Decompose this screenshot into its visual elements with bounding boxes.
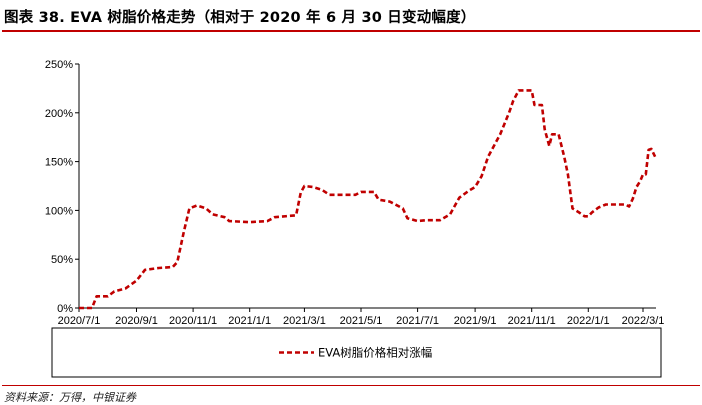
legend-label: EVA树脂价格相对涨幅 (318, 346, 432, 360)
legend-box (51, 327, 662, 378)
series-line (79, 89, 657, 310)
y-tick-label: 150% (45, 157, 73, 169)
y-tick-label: 100% (45, 205, 73, 217)
x-tick-label: 2021/5/1 (340, 315, 383, 327)
y-axis: 0% 50% 100% 150% 200% 250% (45, 59, 80, 315)
y-tick-label: 0% (57, 303, 73, 315)
series-layer (79, 89, 657, 310)
x-tick-label: 2021/1/1 (228, 315, 271, 327)
x-tick-label: 2022/3/1 (622, 315, 665, 327)
x-axis: 2020/7/1 2020/9/1 2020/11/1 2021/1/1 2021/3/… (58, 307, 665, 327)
footer-rule (2, 385, 700, 386)
x-tick-label: 2021/7/1 (396, 315, 439, 327)
x-tick-label: 2021/9/1 (454, 315, 497, 327)
x-tick-label: 2020/9/1 (115, 315, 158, 327)
source-note: 资料来源：万得，中银证券 (4, 391, 136, 404)
x-tick-label: 2021/3/1 (283, 315, 326, 327)
x-tick-label: 2020/7/1 (58, 315, 101, 327)
line-chart: 0%50%100%150%200%250% 2020/7/1 2020/9/1 20… (45, 59, 665, 378)
x-tick-label: 2022/1/1 (567, 315, 610, 327)
y-tick-label: 200% (45, 108, 73, 120)
x-tick-label: 2020/11/1 (169, 315, 217, 327)
x-tick-label: 2021/11/1 (508, 315, 556, 327)
y-tick-label: 250% (45, 59, 73, 71)
title-underline (2, 30, 700, 32)
y-tick-label: 50% (51, 254, 73, 266)
chart-title: 图表 38. EVA 树脂价格走势（相对于 2020 年 6 月 30 日变动幅… (4, 10, 476, 26)
legend: EVA树脂价格相对涨幅 (51, 327, 662, 378)
